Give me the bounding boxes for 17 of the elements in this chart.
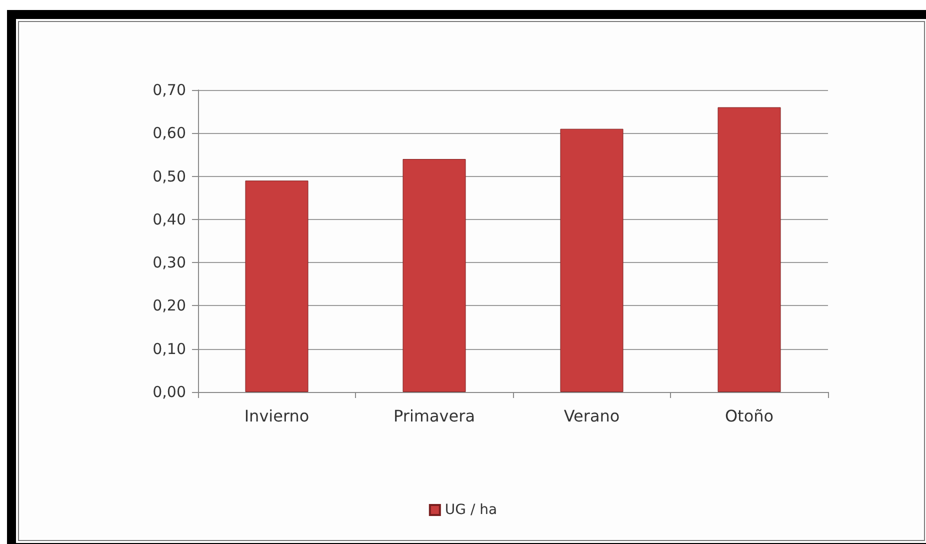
y-tick-label: 0,40: [152, 210, 186, 228]
x-tick-label: Verano: [564, 406, 620, 426]
y-tick-label: 0,30: [152, 254, 186, 272]
bar: [245, 180, 308, 392]
bar: [402, 159, 466, 392]
y-tick-label: 0,20: [152, 296, 186, 315]
x-tick-label: Invierno: [244, 406, 310, 426]
y-tick-label: 0,00: [152, 383, 186, 401]
y-tick-label: 0,50: [152, 167, 186, 186]
bar: [560, 128, 624, 392]
y-tick-label: 0,70: [152, 81, 186, 99]
x-tick-label: Primavera: [394, 406, 475, 426]
y-tick-label: 0,60: [152, 124, 186, 142]
legend-label: UG / ha: [444, 502, 498, 518]
x-tick-label: Otoño: [724, 406, 774, 426]
bar: [718, 107, 781, 392]
y-tick-label: 0,10: [152, 340, 186, 358]
